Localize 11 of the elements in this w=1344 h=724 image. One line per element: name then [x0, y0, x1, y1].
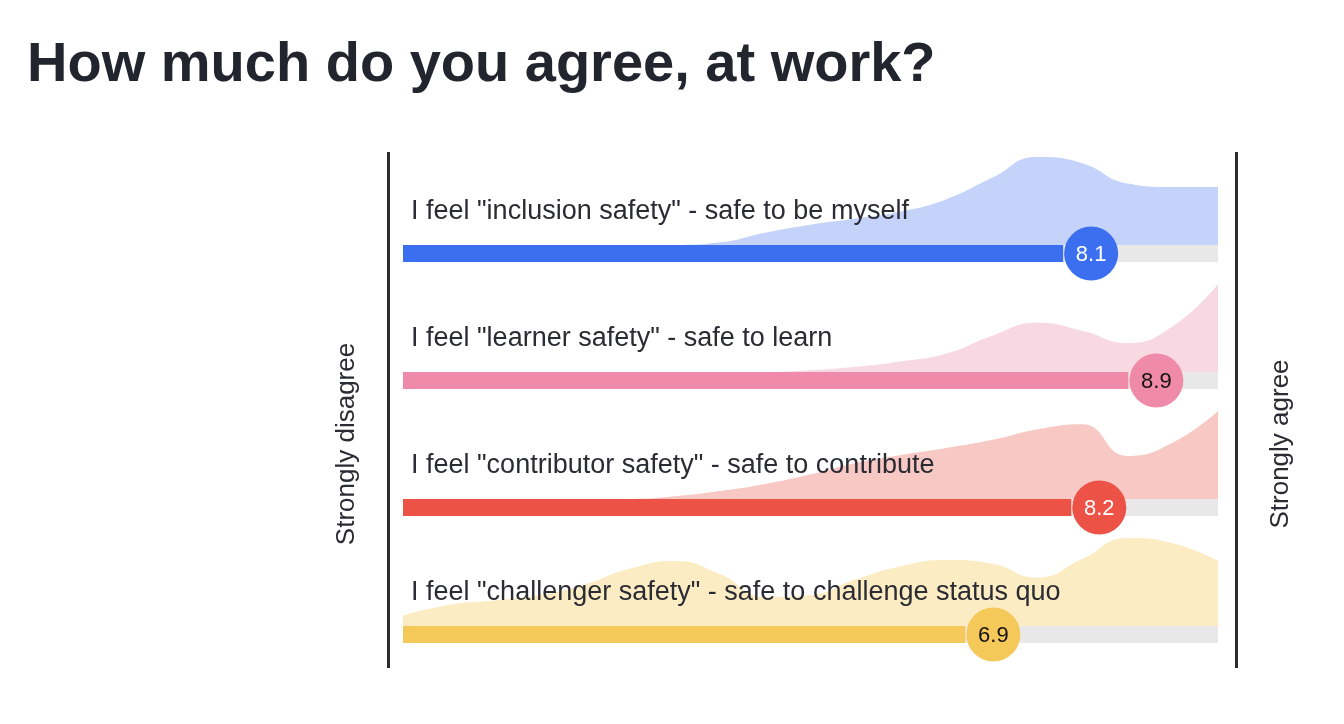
y-axis-title: Strongly disagree	[330, 342, 360, 546]
data-label: 8.9	[1141, 368, 1172, 393]
category-label: I feel "learner safety" - safe to learn	[411, 322, 833, 352]
chart-title: How much do you agree, at work?	[27, 29, 936, 93]
category-label: I feel "inclusion safety" - safe to be myself	[411, 195, 909, 225]
category-label: I feel "contributor safety" - safe to contribute	[411, 449, 935, 479]
category-label: I feel "challenger safety" - safe to challenge status quo	[411, 576, 1061, 606]
y2-axis-title: Strongly agree	[1264, 359, 1294, 529]
data-label: 8.1	[1075, 241, 1107, 266]
data-label: 6.9	[978, 622, 1009, 647]
data-label: 8.2	[1084, 495, 1115, 520]
